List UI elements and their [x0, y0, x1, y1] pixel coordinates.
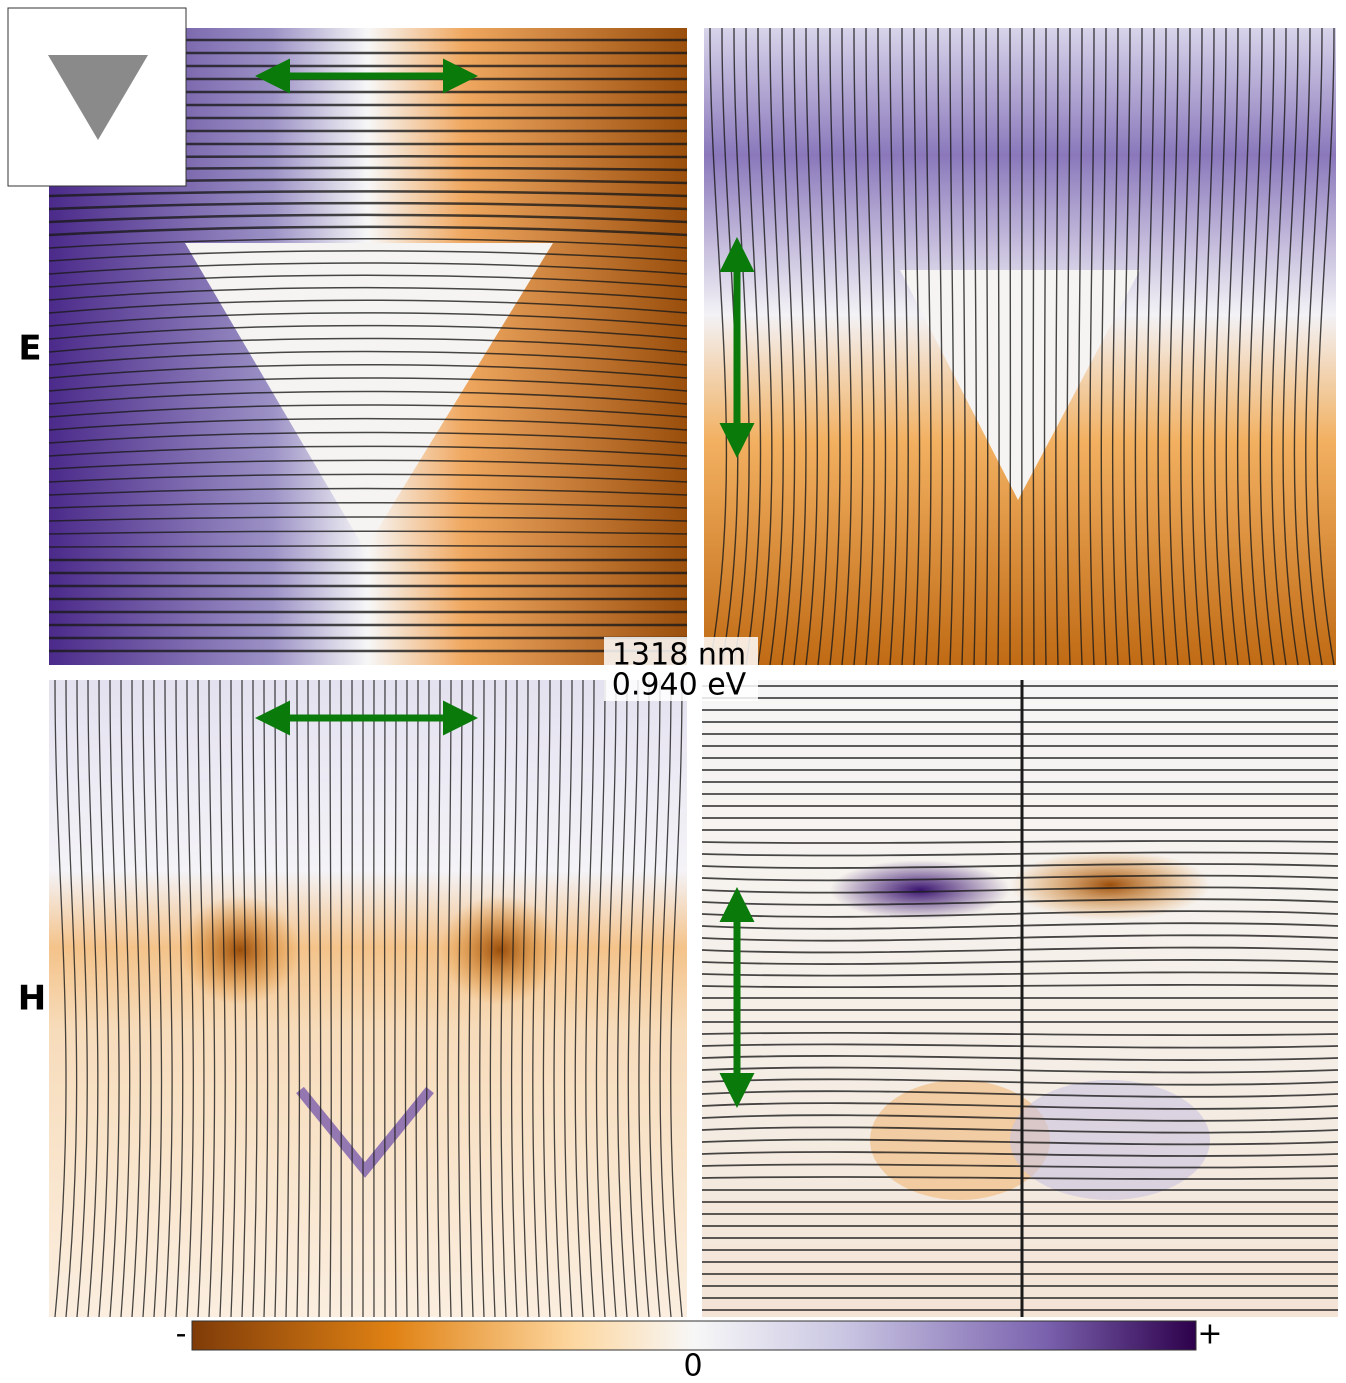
- figure: E H 1318 nm 0.940 eV - + 0: [0, 0, 1346, 1383]
- row-label: H: [18, 979, 46, 1019]
- streamline: [1033, 28, 1034, 665]
- streamline: [384, 680, 385, 1317]
- panel-e-top-right: [704, 28, 1336, 665]
- colorbar-min-label: -: [176, 1317, 187, 1352]
- panel-h-bottom-left: [49, 680, 687, 1317]
- row-label: E: [18, 329, 41, 369]
- streamline: [341, 680, 342, 1317]
- inset: [8, 8, 186, 186]
- panel-h-bottom-right: [702, 680, 1338, 1317]
- streamline: [702, 997, 1338, 998]
- colorbar-max-label: +: [1197, 1317, 1222, 1352]
- colorbar-zero-label: 0: [683, 1349, 702, 1383]
- energy: 0.940 eV: [612, 668, 747, 703]
- colorbar: [192, 1321, 1196, 1350]
- streamline: [702, 1190, 1338, 1191]
- streamline: [702, 1021, 1338, 1022]
- streamline: [702, 830, 1338, 831]
